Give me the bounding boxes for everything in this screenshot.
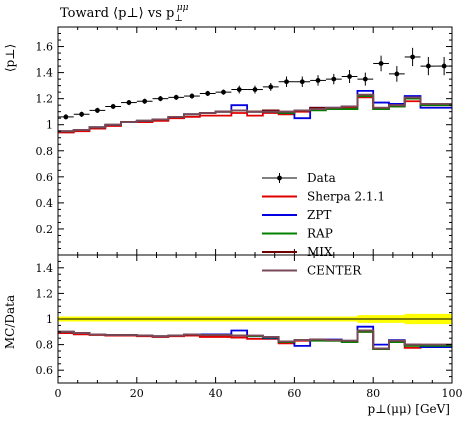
data-point-marker (331, 76, 337, 82)
axes: 0 20 40 60 80 100 0.2 0.4 0.6 0.8 1 1.2 1.4 1.6 0.6 0.8… (36, 26, 463, 400)
data-point (152, 96, 169, 102)
series-center-main (58, 93, 452, 133)
legend-entry-data: Data (262, 171, 336, 185)
data-point-marker (378, 61, 384, 66)
legend-entry-sherpa-2-1-1: Sherpa 2.1.1 (262, 190, 385, 204)
y-tick-label-ratio: 1 (46, 313, 53, 326)
legend-label-data: Data (307, 171, 336, 185)
data-point-marker (173, 94, 179, 100)
legend-label-zpt: ZPT (307, 208, 331, 222)
x-axis-title: p⊥(μμ) [GeV] (368, 402, 450, 416)
data-point-marker (95, 107, 100, 113)
data-point-marker (425, 63, 431, 69)
y-tick-label-ratio: 0.8 (36, 339, 54, 352)
y-tick-label-ratio: 0.6 (36, 364, 54, 377)
data-point (105, 103, 122, 110)
y-tick-label-main: 0.6 (36, 171, 54, 184)
x-tick-label: 40 (209, 387, 223, 400)
data-point-marker (441, 63, 447, 69)
data-point (215, 89, 232, 95)
data-point (121, 99, 137, 106)
data-point (184, 93, 200, 99)
legend: Data Sherpa 2.1.1 ZPT RAP MIX CENTER (262, 171, 385, 278)
data-point-marker (126, 100, 132, 105)
data-point-marker (252, 87, 258, 92)
y-axis-title-main: ⟨p⊥⟩ (3, 44, 17, 72)
data-point-marker (284, 79, 289, 85)
data-point (262, 83, 279, 91)
data-point-marker (63, 114, 69, 120)
legend-entry-rap: RAP (262, 227, 333, 241)
y-tick-label-main: 0.2 (36, 223, 54, 236)
main-panel-content (58, 47, 452, 134)
data-point-marker (315, 78, 321, 83)
data-point-marker (221, 89, 226, 95)
data-point (278, 76, 295, 87)
data-point (294, 76, 311, 87)
legend-label-center: CENTER (307, 264, 362, 278)
y-tick-label-main: 0.8 (36, 145, 54, 158)
data-point-marker (410, 54, 415, 60)
data-point (199, 90, 216, 97)
data-point-marker (394, 71, 400, 77)
y-axis-title-ratio: MC/Data (3, 295, 17, 349)
legend-entry-mix: MIX (262, 245, 333, 259)
data-point-marker (236, 87, 242, 92)
series-center-ratio (58, 329, 452, 350)
data-point (247, 85, 263, 94)
data-point-marker (362, 76, 368, 82)
data-point-marker (189, 93, 195, 99)
y-tick-label-main: 1.6 (36, 41, 54, 54)
x-tick-label: 0 (55, 387, 62, 400)
data-point (231, 85, 248, 94)
data-point (420, 56, 437, 76)
data-point (73, 111, 90, 117)
data-point (341, 69, 358, 84)
y-tick-label-main: 0.4 (36, 197, 54, 210)
data-point-marker (347, 74, 352, 79)
x-tick-label: 60 (287, 387, 301, 400)
x-tick-label: 80 (366, 387, 380, 400)
y-tick-label-main: 1.2 (36, 93, 54, 106)
y-tick-label-main: 1 (46, 119, 53, 132)
data-point-marker (158, 96, 163, 102)
data-point (136, 98, 153, 104)
chart-title: Toward ⟨p⊥⟩ vs p⊥μμ (60, 3, 189, 24)
data-point-marker (268, 84, 274, 90)
data-point-marker (79, 111, 85, 117)
data-point (168, 94, 185, 100)
data-point-marker (142, 98, 148, 104)
data-point-marker (205, 91, 211, 96)
y-tick-label-main: 1.4 (36, 67, 54, 80)
data-point (325, 73, 342, 85)
data-point (310, 75, 326, 86)
legend-entry-center: CENTER (262, 264, 362, 278)
legend-label-mix: MIX (307, 245, 333, 259)
data-point (388, 66, 405, 82)
main-panel-frame (57, 26, 453, 256)
legend-label-sherpa-2-1-1: Sherpa 2.1.1 (307, 190, 385, 204)
x-tick-label: 20 (130, 387, 144, 400)
data-point (357, 72, 374, 86)
y-tick-label-ratio: 1.2 (36, 287, 54, 300)
data-point-marker (110, 104, 116, 109)
y-tick-label-ratio: 1.4 (36, 262, 54, 275)
data-point-marker (299, 79, 305, 85)
data-point (89, 107, 106, 113)
data-point (404, 47, 421, 67)
data-point (58, 114, 74, 120)
x-tick-label: 100 (442, 387, 463, 400)
data-point (373, 55, 389, 72)
series-sherpa-2-1-1-main (58, 96, 452, 134)
legend-entry-zpt: ZPT (262, 208, 331, 222)
ratio-panel-content (58, 313, 452, 350)
legend-label-rap: RAP (307, 227, 333, 241)
